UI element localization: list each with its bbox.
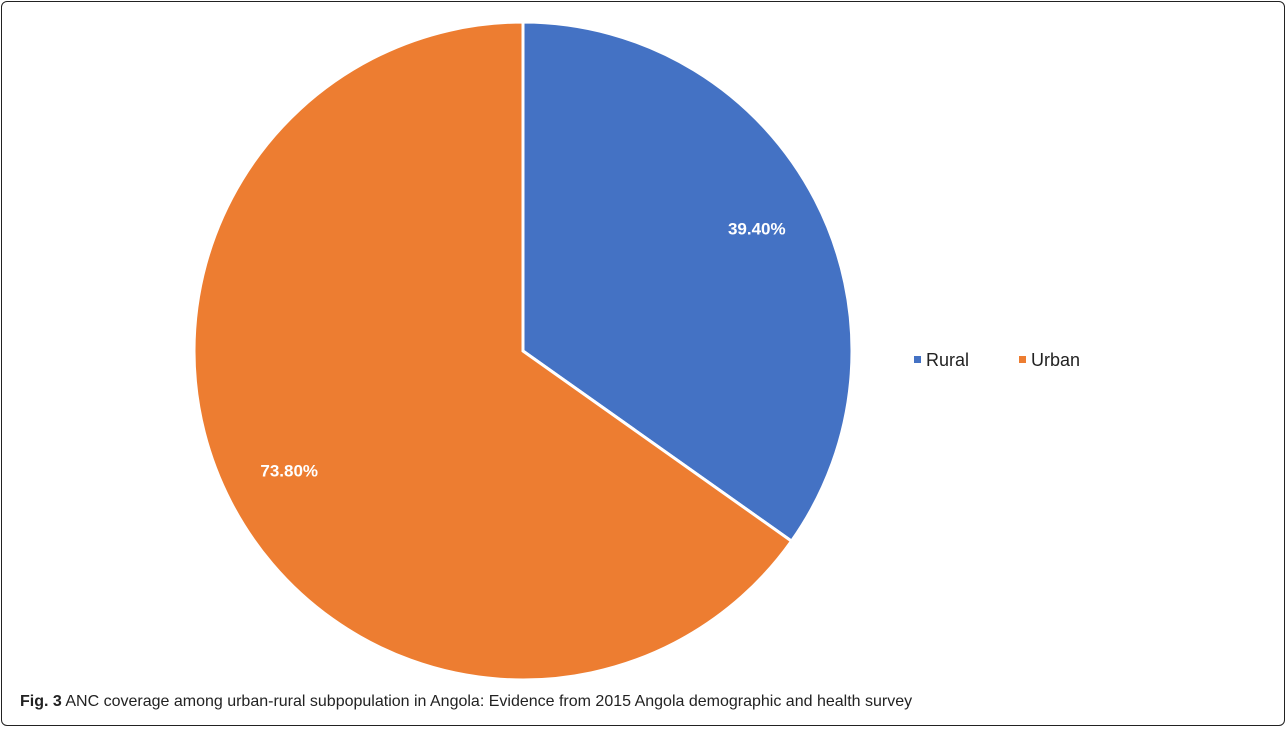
legend-item-rural: Rural: [914, 350, 969, 370]
legend-label-rural: Rural: [926, 350, 969, 370]
figure-label: Fig. 3: [20, 693, 62, 710]
pie-slice-urban: [192, 20, 794, 682]
pie-slice-rural: [521, 20, 854, 544]
legend-swatch-rural: [914, 356, 921, 363]
data-label-urban: 73.80%: [260, 461, 318, 480]
legend-item-urban: Urban: [1019, 350, 1080, 370]
figure-caption: Fig. 3 ANC coverage among urban-rural su…: [20, 693, 912, 711]
legend-swatch-urban: [1019, 356, 1026, 363]
legend: Rural Urban: [914, 350, 1080, 370]
legend-label-urban: Urban: [1031, 350, 1080, 370]
data-labels: 39.40% 73.80%: [260, 220, 785, 481]
data-label-rural: 39.40%: [728, 220, 786, 239]
pie-slices: [192, 20, 854, 682]
figure-caption-text: ANC coverage among urban-rural subpopula…: [65, 693, 913, 710]
